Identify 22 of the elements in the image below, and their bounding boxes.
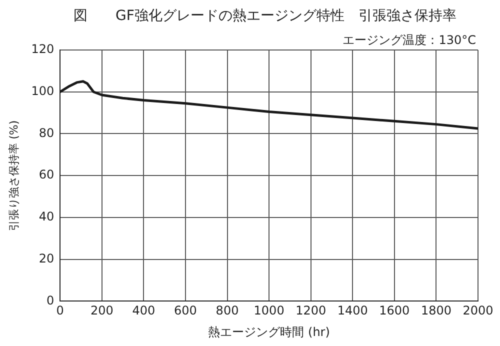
x-tick-label: 1000 — [254, 304, 284, 318]
x-tick-label: 0 — [56, 304, 64, 318]
y-tick-label: 100 — [31, 84, 54, 98]
x-axis-title: 熱エージング時間 (hr) — [208, 324, 330, 339]
y-tick-label: 0 — [46, 293, 54, 308]
y-tick-label: 120 — [31, 42, 54, 56]
x-tick-label: 200 — [90, 304, 114, 318]
x-tick-label: 1400 — [337, 304, 368, 318]
x-tick-label: 800 — [216, 304, 239, 318]
y-tick-label: 40 — [38, 210, 54, 224]
x-tick-label: 1600 — [379, 304, 410, 318]
x-tick-label: 1800 — [420, 304, 452, 318]
y-tick-label: 80 — [38, 126, 54, 140]
chart-subtitle: エージング温度：130°C — [342, 33, 476, 47]
x-tick-label: 400 — [132, 304, 156, 318]
chart-title: 図 GF強化グレードの熱エージング特性 引張強さ保持率 — [74, 8, 456, 24]
y-tick-label: 20 — [38, 251, 54, 266]
x-tick-label: 2000 — [462, 304, 494, 318]
y-tick-label: 60 — [38, 168, 54, 182]
x-tick-label: 600 — [174, 304, 197, 318]
y-axis-title: 引張り強さ保持率 (%) — [7, 120, 20, 231]
x-tick-label: 1200 — [296, 304, 326, 318]
